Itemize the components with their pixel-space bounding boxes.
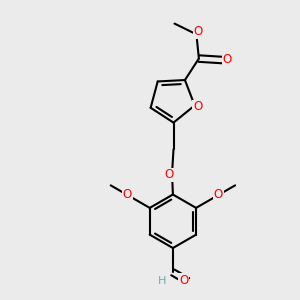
Text: H: H — [158, 276, 166, 286]
Text: O: O — [214, 188, 223, 201]
Text: O: O — [194, 25, 203, 38]
Text: O: O — [179, 274, 188, 287]
Text: O: O — [193, 100, 202, 113]
Text: O: O — [123, 188, 132, 201]
Text: O: O — [164, 169, 174, 182]
Text: O: O — [222, 53, 232, 66]
